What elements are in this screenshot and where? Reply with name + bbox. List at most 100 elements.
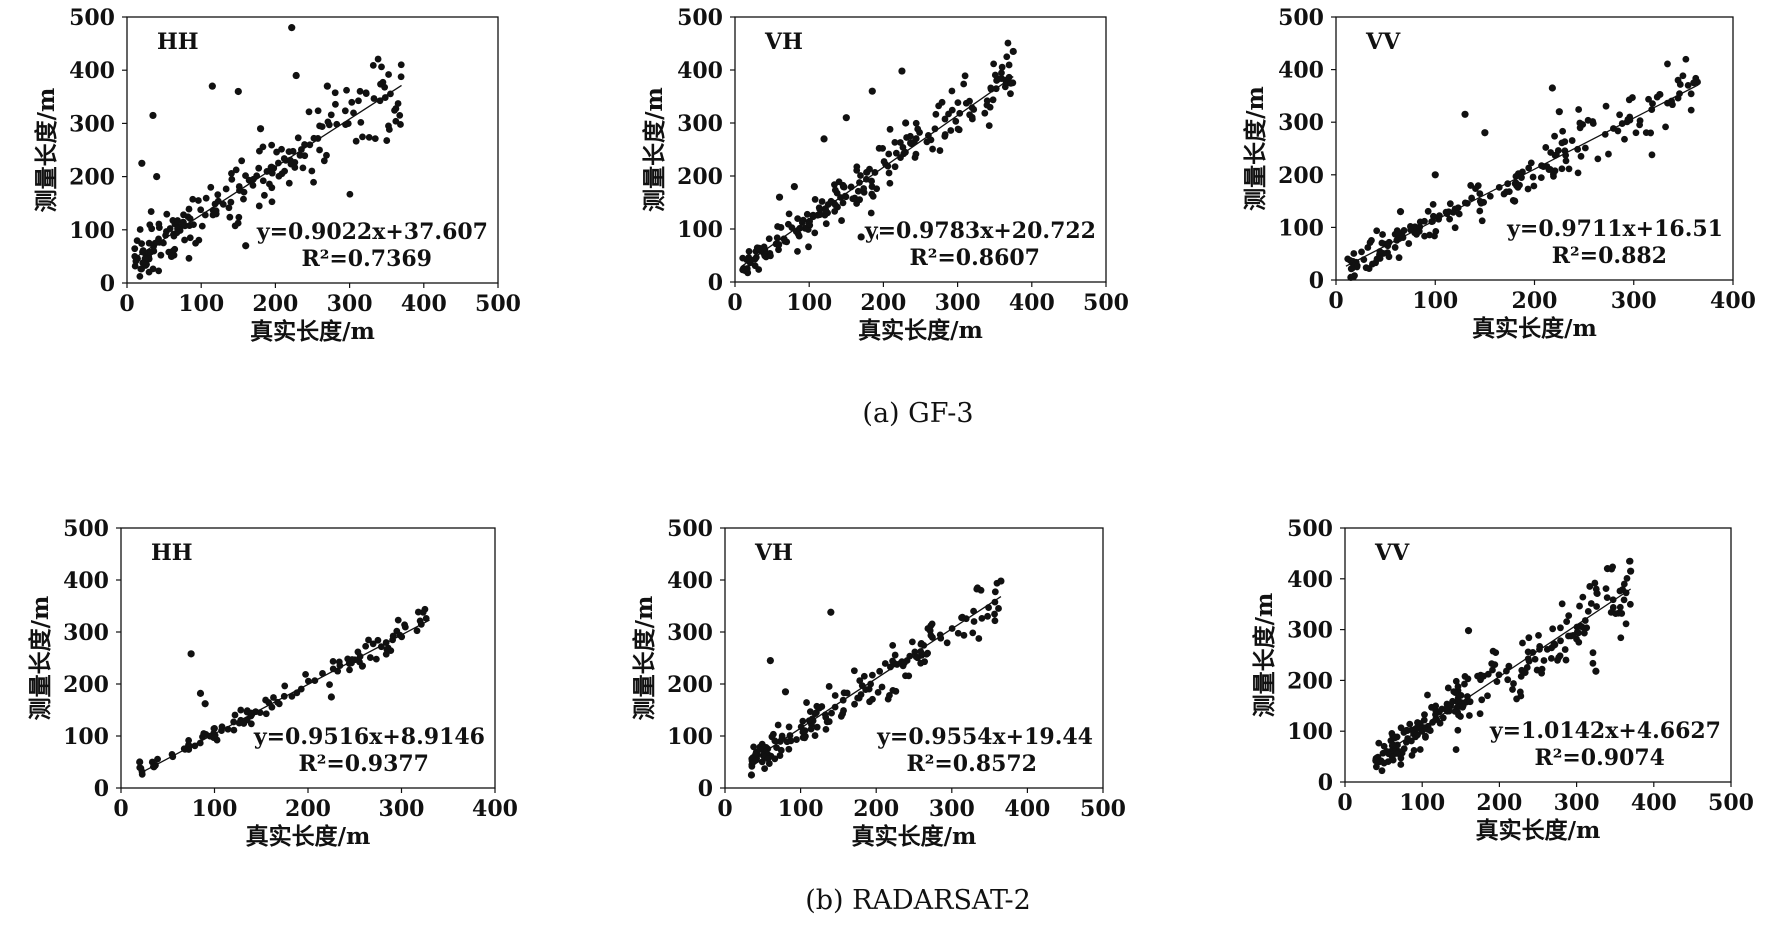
data-point	[1576, 119, 1584, 127]
data-point	[310, 134, 318, 142]
data-point	[314, 107, 322, 115]
data-point	[1518, 174, 1525, 181]
data-point-outlier	[167, 252, 176, 260]
data-point	[1664, 60, 1671, 68]
data-point	[1589, 120, 1597, 127]
data-point	[139, 259, 147, 267]
x-tick-label: 500	[1083, 290, 1129, 316]
data-point	[1424, 207, 1432, 215]
data-point	[214, 191, 222, 199]
data-point	[1576, 124, 1584, 132]
data-point	[853, 163, 861, 171]
data-point	[1527, 159, 1535, 167]
data-point	[765, 235, 773, 243]
data-point	[394, 100, 402, 107]
data-point-outlier	[775, 193, 784, 201]
data-point	[1603, 594, 1611, 602]
data-point	[1576, 602, 1583, 610]
panel-title: VH	[754, 540, 793, 566]
data-point	[1426, 727, 1434, 734]
data-point	[357, 118, 365, 126]
y-axis-label: 测量长度/m	[1251, 593, 1278, 718]
data-point	[793, 736, 800, 743]
data-point	[1007, 79, 1015, 87]
y-tick-label: 500	[63, 516, 109, 542]
data-point	[1593, 590, 1601, 598]
data-point	[1563, 618, 1571, 626]
data-point	[1601, 130, 1609, 138]
data-point	[274, 698, 281, 706]
y-tick-label: 100	[63, 724, 109, 750]
regression-line	[139, 619, 430, 775]
data-point	[147, 248, 154, 256]
regression-line	[1375, 588, 1632, 760]
data-point	[1400, 227, 1408, 234]
data-point	[1378, 767, 1386, 775]
y-axis-label: 测量长度/m	[27, 596, 54, 721]
regression-line	[134, 84, 402, 259]
y-tick-label: 400	[667, 568, 713, 594]
y-tick-label: 200	[63, 672, 109, 698]
data-point-outlier	[1372, 757, 1380, 765]
data-point	[232, 166, 240, 174]
x-tick-label: 400	[1009, 290, 1055, 316]
data-point	[1380, 742, 1388, 750]
data-point	[776, 752, 784, 759]
data-point	[998, 63, 1006, 71]
data-point	[185, 205, 193, 213]
data-point	[839, 199, 847, 207]
data-point	[186, 234, 194, 242]
data-point	[892, 149, 900, 157]
data-point	[854, 187, 862, 195]
data-point	[259, 143, 267, 151]
data-point	[991, 617, 999, 625]
data-point	[1575, 106, 1583, 113]
data-point	[323, 151, 330, 159]
data-point	[249, 181, 257, 189]
regression-equation: y=0.9783x+20.722	[864, 218, 1096, 244]
data-point	[1626, 600, 1634, 608]
data-point	[1521, 669, 1529, 677]
data-point	[278, 145, 285, 153]
x-tick-label: 0	[1337, 790, 1352, 816]
data-point	[983, 97, 991, 105]
data-point-outlier	[187, 650, 195, 658]
data-point	[756, 745, 764, 753]
data-point	[211, 731, 219, 739]
data-point	[1457, 691, 1465, 699]
data-point	[305, 108, 313, 116]
data-point	[987, 84, 995, 92]
data-point	[750, 743, 758, 751]
data-point	[831, 207, 839, 215]
data-point	[805, 243, 812, 251]
regression-equation: y=0.9711x+16.51	[1506, 216, 1723, 242]
x-tick-label: 300	[929, 796, 975, 822]
data-point-outlier	[766, 657, 774, 665]
y-tick-label: 200	[667, 672, 713, 698]
data-point	[1368, 260, 1376, 268]
data-point	[1530, 182, 1538, 190]
x-tick-label: 200	[1512, 288, 1558, 314]
r-squared: R²=0.9377	[298, 751, 429, 777]
data-point	[1449, 697, 1457, 705]
data-point	[228, 170, 235, 177]
data-point	[794, 247, 801, 255]
data-point	[1004, 39, 1012, 47]
data-point	[981, 109, 989, 117]
data-point	[838, 217, 845, 224]
x-tick-label: 100	[786, 290, 832, 316]
data-point	[362, 642, 370, 650]
data-point	[326, 681, 333, 689]
data-point-outlier	[790, 183, 798, 191]
data-point	[189, 195, 197, 203]
data-point	[1486, 192, 1494, 200]
data-point	[1645, 95, 1652, 103]
data-point	[238, 157, 246, 165]
data-point	[868, 177, 875, 185]
data-point	[1529, 649, 1537, 656]
data-point	[805, 717, 813, 725]
data-point	[155, 267, 163, 275]
data-point-outlier	[1347, 273, 1355, 281]
data-point	[1489, 666, 1496, 674]
data-point-outlier	[820, 135, 828, 143]
